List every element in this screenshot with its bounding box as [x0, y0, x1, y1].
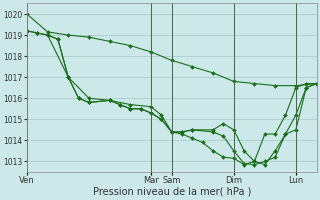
X-axis label: Pression niveau de la mer( hPa ): Pression niveau de la mer( hPa ): [92, 187, 251, 197]
